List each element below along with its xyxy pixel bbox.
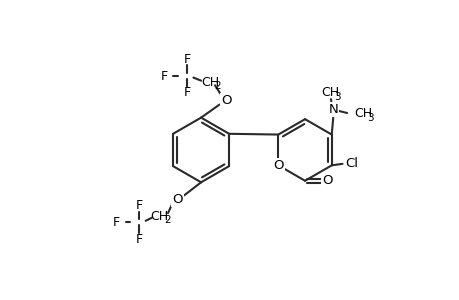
Text: CH: CH [353, 107, 371, 120]
Text: 3: 3 [334, 92, 341, 102]
Text: F: F [136, 233, 143, 246]
Text: 3: 3 [366, 112, 373, 123]
Text: O: O [273, 159, 283, 172]
Text: F: F [160, 70, 168, 83]
Text: Cl: Cl [345, 157, 358, 170]
Text: O: O [172, 193, 182, 206]
Text: CH: CH [150, 210, 168, 223]
Text: 2: 2 [214, 81, 221, 91]
Text: F: F [183, 86, 190, 100]
Text: 2: 2 [164, 215, 171, 225]
Text: CH: CH [320, 86, 338, 100]
Text: N: N [328, 103, 337, 116]
Text: CH: CH [201, 76, 219, 89]
Text: F: F [136, 199, 143, 212]
Text: O: O [321, 174, 332, 187]
Text: F: F [183, 52, 190, 66]
Text: O: O [221, 94, 231, 107]
Text: F: F [112, 216, 120, 229]
